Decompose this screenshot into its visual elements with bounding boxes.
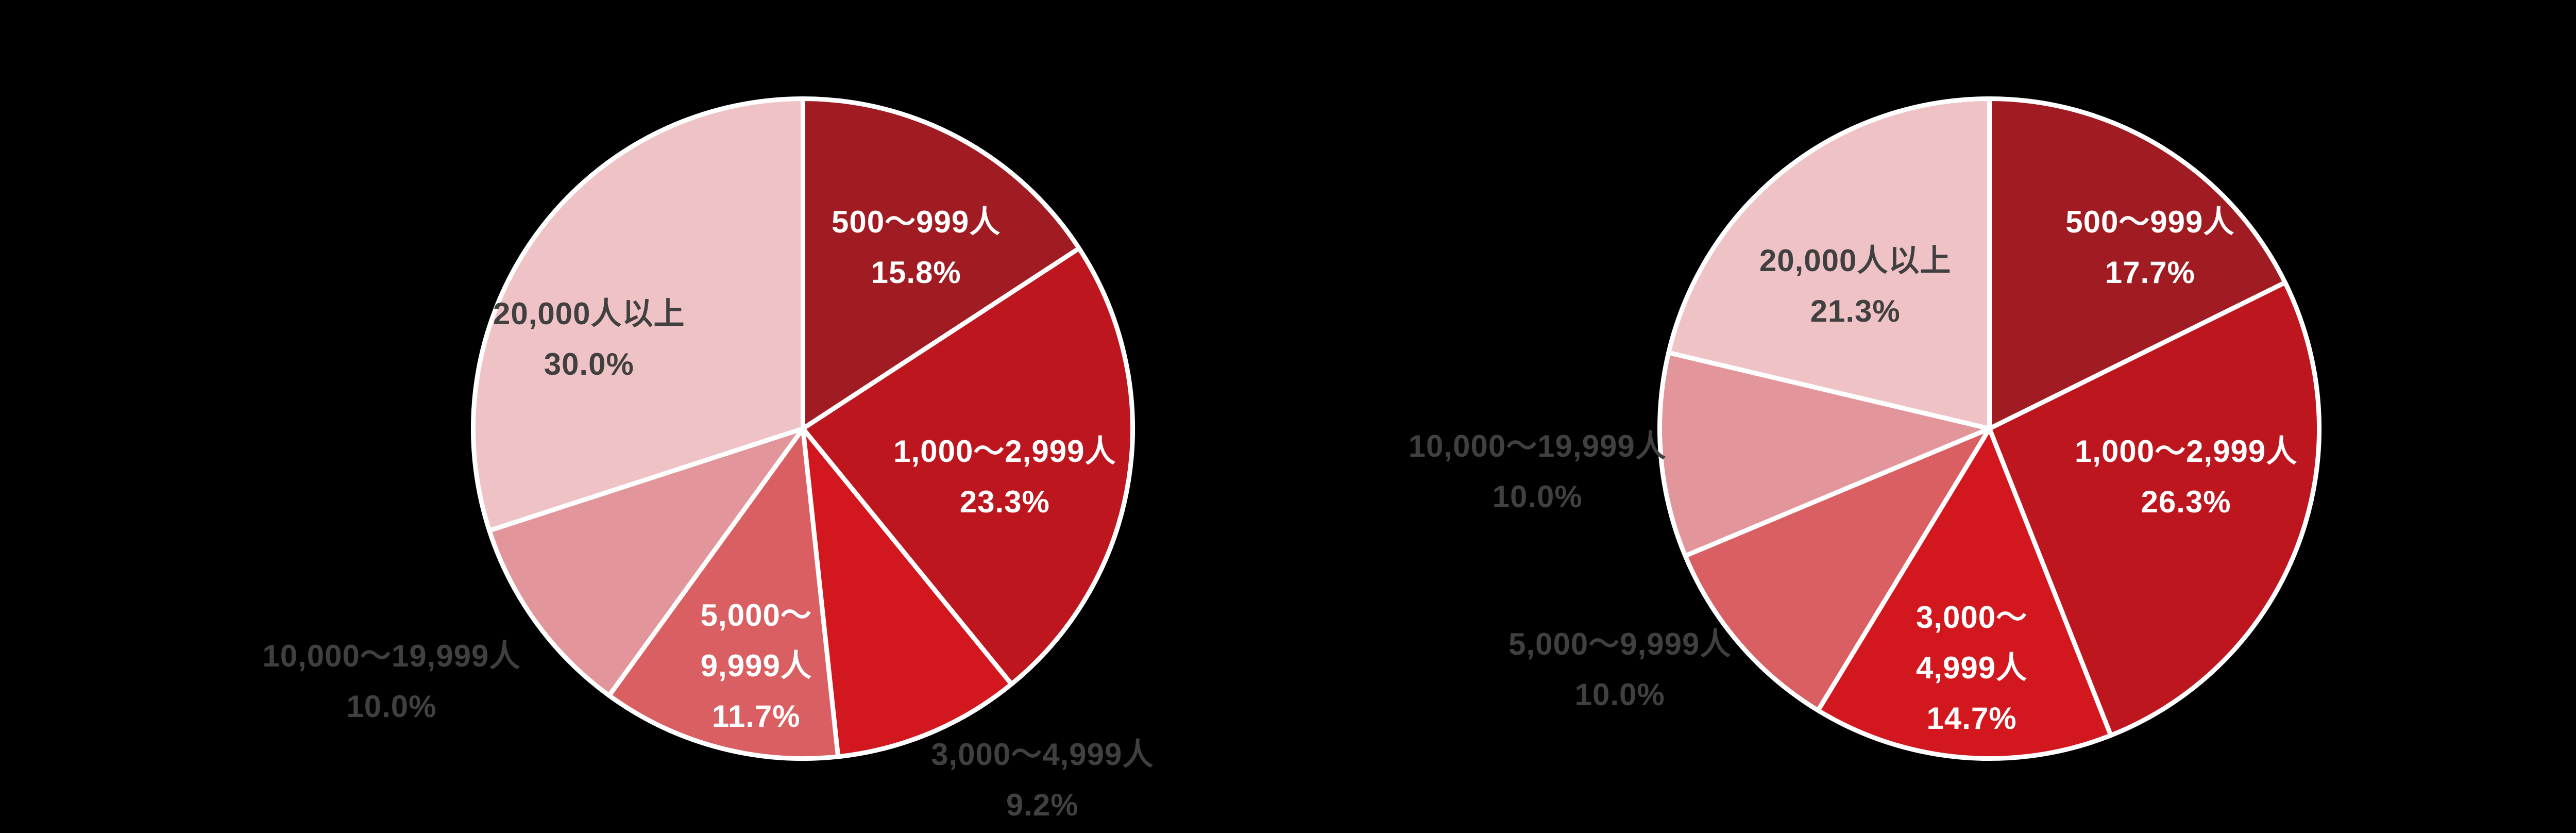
pie-label-left-4-outside: 10,000～19,999人 10.0% — [262, 631, 520, 732]
pie-label-left-0-inside: 500～999人 15.8% — [832, 197, 1001, 298]
pie-label-line: 10.0% — [1574, 677, 1665, 712]
pie-label-line: 17.7% — [2105, 255, 2195, 290]
pie-label-line: 3,000～ — [1916, 600, 2028, 635]
pie-label-line: 23.3% — [959, 485, 1050, 520]
pie-label-left-1-inside: 1,000～2,999人 23.3% — [893, 426, 1116, 527]
pie-label-line: 9,999人 — [700, 648, 812, 683]
pie-label-line: 26.3% — [2141, 485, 2231, 520]
pie-slice-left-0 — [800, 96, 1081, 431]
pie-label-line: 11.7% — [711, 698, 801, 734]
pie-slice-left-2 — [800, 426, 1014, 759]
pie-label-right-5-inside: 20,000人以上 21.3% — [1759, 236, 1952, 337]
pie-label-right-2-inside: 3,000～ 4,999人 14.7% — [1916, 592, 2027, 744]
pie-slice-right-5 — [1666, 96, 1992, 431]
pie-slice-left-4 — [486, 426, 805, 698]
pie-label-line: 20,000人以上 — [493, 296, 685, 331]
pie-label-line: 5,000～ — [700, 597, 812, 632]
pie-label-left-5-inside: 20,000人以上 30.0% — [493, 289, 685, 390]
pie-label-left-2-outside: 3,000～4,999人 9.2% — [931, 729, 1154, 830]
pie-label-line: 5,000～9,999人 — [1509, 626, 1732, 661]
pie-label-line: 4,999人 — [1916, 651, 2028, 686]
pie-label-line: 14.7% — [1926, 701, 2017, 736]
pie-slice-left-1 — [800, 245, 1135, 687]
pie-chart-right — [1657, 96, 2321, 761]
pie-slice-right-0 — [1987, 96, 2287, 431]
pie-slice-right-1 — [1987, 280, 2321, 738]
pie-label-line: 10.0% — [346, 689, 437, 724]
pie-label-line: 500～999人 — [2065, 205, 2235, 240]
pie-label-right-3-outside: 5,000～9,999人 10.0% — [1509, 619, 1731, 720]
pie-label-line: 10,000～19,999人 — [1408, 428, 1667, 463]
pie-label-line: 9.2% — [1006, 788, 1079, 823]
pie-label-line: 30.0% — [544, 347, 634, 382]
pie-label-line: 15.8% — [871, 255, 961, 290]
pie-label-line: 20,000人以上 — [1759, 243, 1952, 278]
pie-slice-left-5 — [470, 96, 805, 533]
pie-chart-left — [470, 96, 1135, 761]
pie-label-right-1-inside: 1,000～2,999人 26.3% — [2075, 426, 2297, 527]
pie-label-line: 1,000～2,999人 — [2074, 434, 2298, 469]
pie-label-line: 500～999人 — [832, 205, 1001, 240]
pie-label-right-0-inside: 500～999人 17.7% — [2065, 197, 2234, 298]
pie-label-line: 10.0% — [1492, 479, 1583, 514]
pie-slice-left-3 — [606, 426, 840, 761]
pie-slice-right-4 — [1657, 350, 1992, 558]
pie-label-right-4-outside: 10,000～19,999人 10.0% — [1409, 421, 1667, 522]
pie-slice-right-3 — [1683, 426, 1992, 713]
pie-label-left-3-inside: 5,000～ 9,999人 11.7% — [701, 590, 812, 742]
pie-label-line: 10,000～19,999人 — [262, 638, 521, 673]
pie-label-line: 1,000～2,999人 — [893, 434, 1116, 469]
pie-slice-right-2 — [1815, 426, 2113, 761]
pie-label-line: 21.3% — [1810, 294, 1901, 329]
pie-label-line: 3,000～4,999人 — [931, 737, 1154, 772]
